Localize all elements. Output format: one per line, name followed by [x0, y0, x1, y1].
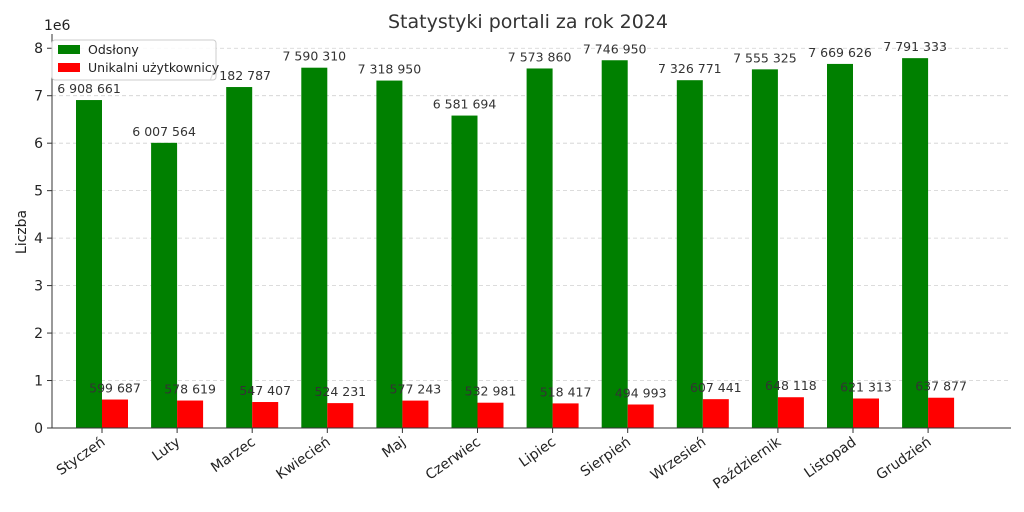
x-tick-label: Wrzesień	[648, 434, 709, 484]
x-tick-label: Marzec	[208, 434, 258, 476]
x-tick-label: Sierpień	[578, 434, 634, 480]
bar-unikalni	[477, 402, 504, 428]
y-tick-label: 4	[34, 231, 43, 247]
data-label-unikalni: 547 407	[239, 383, 291, 398]
y-tick-label: 2	[34, 326, 43, 342]
data-label-unikalni: 532 981	[465, 384, 517, 399]
bar-odslony	[902, 58, 929, 428]
bar-unikalni	[928, 397, 955, 428]
bar-odslony	[751, 69, 778, 428]
x-axis-ticks: Styczeń Luty Marzec Kwiecień Maj Czerwiec Lipi…	[54, 428, 934, 493]
bar-odslony	[827, 63, 853, 429]
legend-label: Odsłony	[88, 42, 139, 57]
x-tick-label: Kwiecień	[273, 434, 333, 483]
y-tick-label: 0	[34, 421, 43, 437]
data-label-odslony: 6 581 694	[433, 97, 497, 112]
bar-odslony	[301, 67, 328, 428]
data-label-odslony: 7 791 333	[883, 39, 947, 54]
bar-odslony	[376, 80, 403, 429]
x-tick-label: Grudzień	[874, 434, 935, 483]
data-label-unikalni: 607 441	[690, 380, 742, 395]
data-label-unikalni: 494 993	[615, 386, 667, 401]
bars: 6 908 661 599 687 6 007 564 578 619 7 182 78…	[57, 39, 967, 429]
x-tick-label: Maj	[379, 434, 408, 461]
y-tick-label: 7	[34, 89, 43, 105]
bar-odslony	[226, 87, 253, 428]
y-tick-label: 6	[34, 136, 43, 152]
bar-odslony	[151, 142, 178, 428]
legend-label: Unikalni użytkownicy	[88, 60, 220, 75]
data-label-unikalni: 599 687	[89, 381, 141, 396]
data-label-odslony: 7 669 626	[808, 45, 872, 60]
legend-swatch	[58, 63, 80, 72]
data-label-unikalni: 621 313	[840, 380, 892, 395]
axes-frame	[51, 34, 1011, 429]
data-label-odslony: 6 908 661	[57, 81, 121, 96]
bar-unikalni	[327, 403, 354, 428]
legend-swatch	[58, 45, 80, 54]
bar-unikalni	[627, 404, 654, 428]
data-label-unikalni: 518 417	[540, 384, 592, 399]
data-label-unikalni: 524 231	[314, 384, 366, 399]
y-scale-label: 1e6	[44, 18, 71, 34]
legend-box	[51, 39, 217, 81]
bar-unikalni	[853, 398, 879, 428]
x-tick-label: Czerwiec	[423, 434, 484, 483]
y-axis-label: Liczba	[14, 210, 30, 254]
data-label-odslony: 7 590 310	[282, 49, 346, 64]
x-tick-label: Listopad	[801, 434, 859, 481]
y-axis-ticks: 0 1 2 3 4 5 6 7 8	[34, 41, 52, 437]
data-label-unikalni: 648 118	[765, 378, 817, 393]
chart-title: Statystyki portali za rok 2024	[388, 11, 668, 33]
data-label-unikalni: 577 243	[390, 382, 442, 397]
x-tick-label: Styczeń	[54, 434, 108, 479]
bar-unikalni	[252, 402, 279, 428]
data-label-odslony: 7 318 950	[358, 62, 422, 77]
data-label-odslony: 7 326 771	[658, 61, 722, 76]
bar-unikalni	[777, 397, 804, 428]
data-label-unikalni: 637 877	[915, 379, 967, 394]
y-tick-label: 1	[34, 374, 43, 390]
y-tick-label: 5	[34, 184, 43, 200]
data-label-odslony: 6 007 564	[132, 124, 196, 139]
bar-unikalni	[102, 399, 128, 428]
bar-unikalni	[702, 399, 729, 428]
y-tick-label: 8	[34, 41, 43, 57]
data-label-odslony: 7 555 325	[733, 50, 797, 65]
data-label-odslony: 7 182 787	[207, 68, 271, 83]
data-label-odslony: 7 573 860	[508, 49, 572, 64]
bar-odslony	[451, 115, 478, 428]
bar-unikalni	[177, 400, 204, 428]
bar-odslony	[676, 80, 703, 428]
legend: Odsłony Unikalni użytkownicy	[51, 39, 220, 81]
bar-odslony	[526, 68, 553, 428]
bar-odslony	[601, 60, 628, 429]
bar-unikalni	[402, 400, 429, 428]
x-tick-label: Październik	[710, 434, 785, 493]
bar-odslony	[76, 100, 102, 428]
data-label-odslony: 7 746 950	[583, 41, 647, 56]
x-tick-label: Lipiec	[516, 434, 559, 470]
data-label-unikalni: 578 619	[164, 382, 216, 397]
y-tick-label: 3	[34, 279, 43, 295]
bar-unikalni	[552, 403, 579, 428]
x-tick-label: Luty	[149, 434, 183, 464]
